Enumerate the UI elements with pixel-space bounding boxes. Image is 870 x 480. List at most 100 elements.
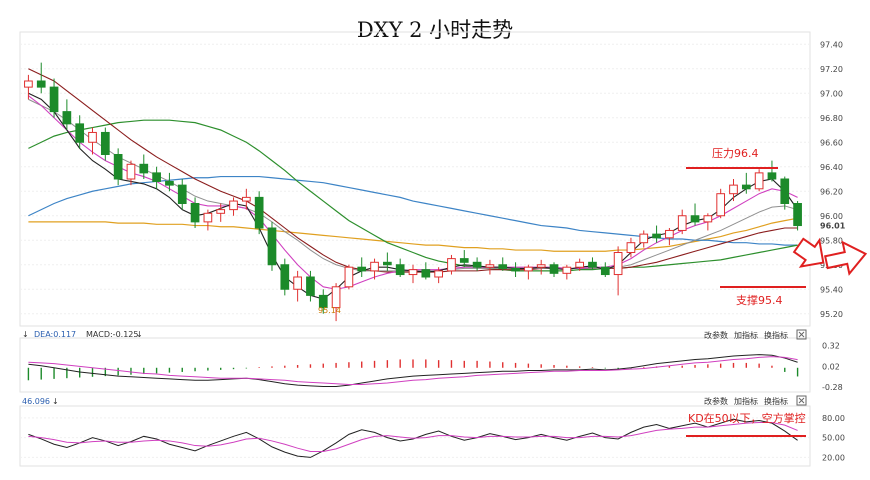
candle	[49, 78, 59, 118]
macd-add-indicator-button[interactable]: 加指标	[734, 330, 758, 340]
candle	[36, 62, 46, 94]
candle	[562, 264, 572, 280]
candle-body	[280, 264, 290, 290]
candle	[254, 191, 264, 235]
candle-body	[383, 261, 392, 266]
macd-params-button[interactable]: 改参数	[704, 330, 728, 340]
candle-body	[62, 111, 72, 125]
candle-body	[767, 172, 777, 180]
price-tick-label: 96.60	[820, 138, 843, 147]
kd-layer	[28, 418, 798, 458]
candle-body	[49, 86, 59, 113]
price-tick-label: 97.00	[820, 89, 843, 98]
current-price-label: 96.01	[820, 222, 846, 231]
candle-body	[139, 163, 149, 174]
price-tick-label: 97.20	[820, 65, 843, 74]
candle-body	[511, 267, 520, 272]
kd-params-button[interactable]: 改参数	[704, 396, 728, 406]
axis-layer: 97.40 97.20 97.00 96.80 96.60 96.40 96.20 96.00…	[820, 40, 846, 462]
candle-body	[267, 227, 277, 266]
candle	[575, 258, 585, 271]
macd-dea-line	[28, 356, 798, 385]
candle	[754, 169, 764, 192]
macd-header-arrow: ↓	[22, 330, 29, 339]
candle-body	[741, 184, 751, 190]
candle	[459, 250, 469, 268]
kd-close-icon[interactable]	[796, 395, 807, 406]
kd-swap-indicator-button[interactable]: 换指标	[764, 396, 788, 406]
candle	[139, 154, 149, 179]
kd-add-indicator-button[interactable]: 加指标	[734, 396, 758, 406]
candle-body	[652, 233, 661, 239]
candle-body	[408, 269, 418, 276]
macd-panel-frame	[19, 337, 811, 393]
price-tick-label: 97.40	[820, 40, 843, 49]
candle-body	[690, 215, 700, 223]
candle	[536, 259, 546, 275]
candle-body	[177, 184, 187, 204]
candle-body	[780, 178, 790, 204]
candle	[306, 270, 315, 302]
candle	[613, 246, 623, 296]
ma-green-line	[28, 119, 798, 272]
candle	[100, 127, 110, 161]
candle	[741, 172, 751, 194]
candle-body	[344, 266, 354, 288]
candle	[588, 257, 597, 270]
candle	[344, 264, 354, 290]
candle-body	[447, 258, 456, 272]
ma-gray-line	[28, 98, 798, 272]
candle-body	[421, 269, 431, 278]
candle-body	[370, 261, 379, 272]
candle-body	[472, 261, 482, 268]
candle-body	[459, 258, 469, 263]
candle-body	[626, 242, 636, 253]
candle	[498, 257, 508, 271]
macd-swap-indicator-button[interactable]: 换指标	[764, 330, 788, 340]
candle-body	[318, 294, 328, 309]
candle-body	[703, 215, 713, 223]
candle	[165, 172, 174, 192]
low-price-marker: 95.14	[318, 306, 341, 315]
macd-value-arrow: ↓	[136, 330, 143, 339]
candle	[472, 257, 482, 271]
price-tick-label: 96.40	[820, 163, 843, 172]
candle	[203, 209, 213, 231]
kd-panel-frame	[19, 405, 811, 467]
macd-close-icon[interactable]	[796, 329, 807, 340]
candle-body	[434, 270, 443, 278]
candle	[652, 225, 661, 243]
candle	[600, 262, 610, 277]
price-tick-label: 95.20	[820, 310, 843, 319]
candle-body	[536, 264, 546, 268]
chart-title: DXY 2 小时走势	[356, 18, 514, 42]
candle	[716, 188, 726, 219]
candle	[293, 270, 302, 302]
kd-value-arrow: ↓	[52, 397, 59, 406]
candle-body	[88, 131, 97, 143]
candle	[152, 166, 161, 189]
candle-body	[113, 154, 123, 180]
candle-body	[588, 261, 597, 268]
kd-k-line	[28, 418, 798, 458]
candle-body	[24, 80, 33, 88]
candle	[677, 209, 687, 235]
macd-layer	[27, 354, 799, 388]
candle	[216, 203, 226, 222]
candle-body	[36, 80, 46, 88]
candle	[113, 148, 123, 186]
candle-layer	[24, 62, 802, 322]
macd-tick-label: -0.28	[822, 383, 843, 392]
macd-tick-label: 0.32	[822, 342, 840, 351]
candle-body	[498, 264, 508, 269]
candle-body	[716, 193, 726, 217]
candle	[241, 188, 251, 210]
candle-body	[190, 203, 200, 223]
candle-body	[75, 123, 85, 143]
candle	[267, 221, 277, 271]
macd-dea-readout: DEA:0.117	[34, 330, 76, 339]
kd-annotation: KD在50以下，空方掌控	[688, 411, 806, 425]
candle-body	[575, 261, 585, 268]
candle-body	[126, 163, 136, 180]
